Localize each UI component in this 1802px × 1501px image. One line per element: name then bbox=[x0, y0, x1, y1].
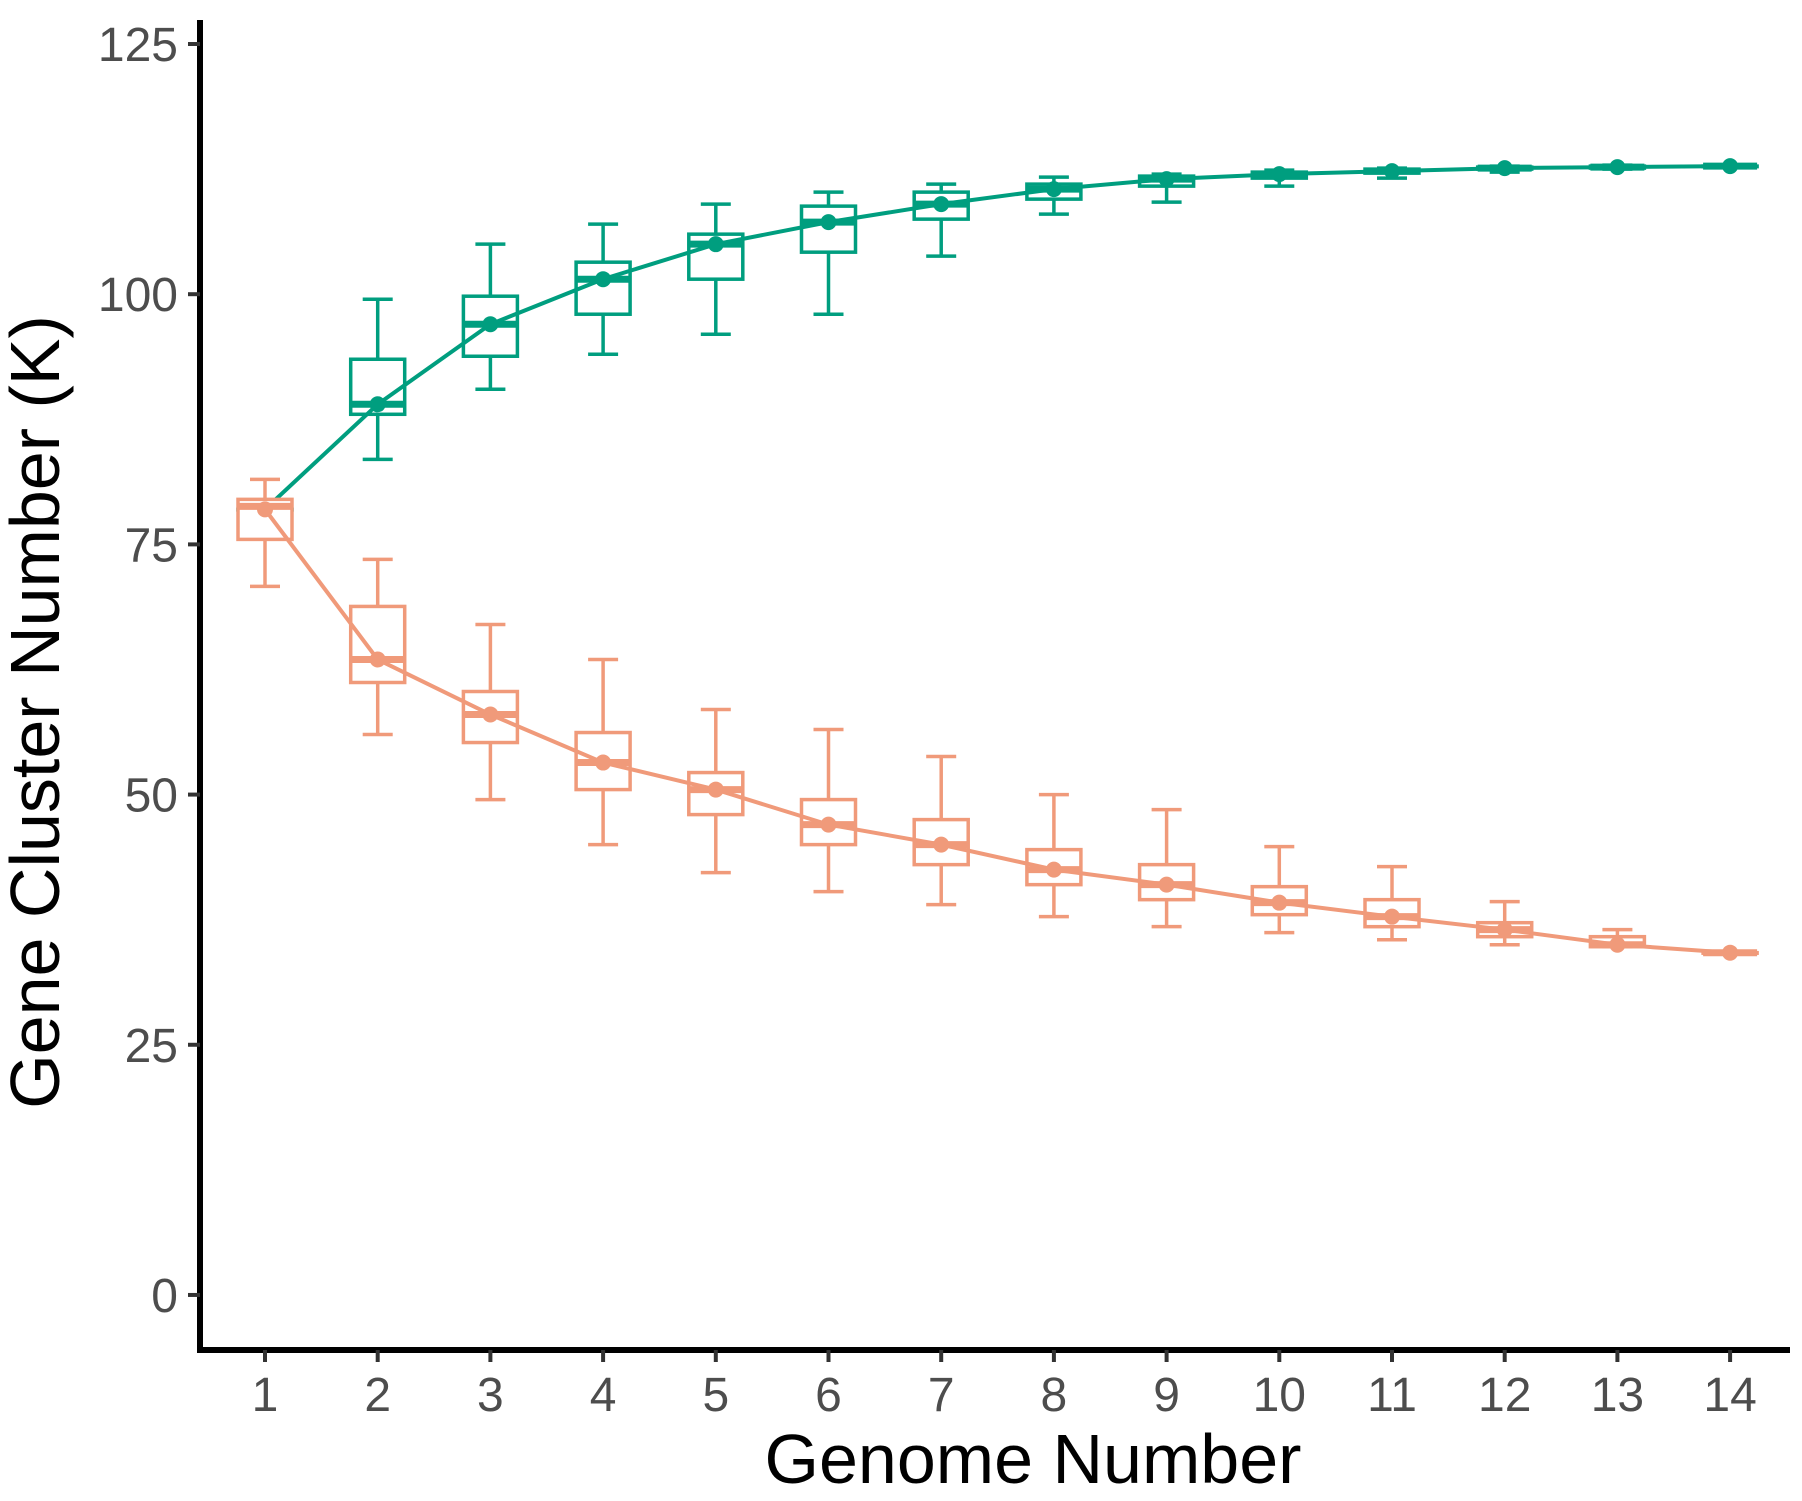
pan-mean-point bbox=[1158, 171, 1175, 188]
y-tick-label: 25 bbox=[125, 1020, 178, 1073]
pan-boxplot bbox=[687, 202, 745, 336]
pan-mean-point bbox=[1045, 181, 1062, 198]
x-tick-label: 10 bbox=[1253, 1369, 1306, 1422]
x-tick-label: 8 bbox=[1041, 1369, 1068, 1422]
y-tick-label: 50 bbox=[125, 770, 178, 823]
series-layer bbox=[236, 158, 1759, 961]
series-core bbox=[236, 477, 1759, 961]
x-tick-label: 2 bbox=[364, 1369, 391, 1422]
pan-mean-point bbox=[707, 236, 724, 253]
pan-mean-line bbox=[263, 164, 1731, 511]
x-axis-title: Genome Number bbox=[765, 1420, 1302, 1498]
core-mean-point bbox=[482, 706, 499, 723]
pan-mean-point bbox=[1271, 166, 1288, 183]
core-boxplot bbox=[574, 657, 632, 847]
core-mean-point bbox=[369, 651, 386, 668]
core-mean-point bbox=[1722, 944, 1739, 961]
pan-mean-point bbox=[1722, 158, 1739, 175]
core-boxplot bbox=[1025, 792, 1083, 919]
x-tick-label: 6 bbox=[815, 1369, 842, 1422]
x-tick-label: 1 bbox=[252, 1369, 279, 1422]
x-tick-label: 4 bbox=[590, 1369, 617, 1422]
pan-mean-point bbox=[820, 214, 837, 231]
core-mean-line bbox=[263, 508, 1731, 955]
core-mean-point bbox=[257, 501, 273, 518]
core-boxplot bbox=[799, 727, 858, 894]
y-tick-label: 100 bbox=[98, 269, 178, 322]
core-mean-point bbox=[1496, 921, 1513, 938]
series-pan bbox=[236, 158, 1759, 518]
core-mean-point bbox=[707, 781, 724, 798]
core-mean-point bbox=[933, 836, 950, 853]
y-tick-label: 125 bbox=[98, 19, 178, 72]
core-boxplot bbox=[912, 754, 970, 907]
x-tick-label: 12 bbox=[1478, 1369, 1531, 1422]
core-mean-point bbox=[820, 816, 837, 833]
pan-boxplot bbox=[912, 182, 970, 258]
x-tick-label: 3 bbox=[477, 1369, 504, 1422]
pan-mean-point bbox=[482, 316, 499, 333]
core-mean-point bbox=[1384, 908, 1400, 925]
pan-mean-point bbox=[1496, 160, 1513, 177]
pan-boxplot bbox=[574, 222, 632, 356]
x-tick-label: 13 bbox=[1591, 1369, 1644, 1422]
y-axis-title: Gene Cluster Number (K) bbox=[0, 315, 74, 1109]
core-boxplot bbox=[1137, 807, 1196, 929]
pan-mean-point bbox=[595, 271, 612, 288]
core-mean-point bbox=[595, 754, 612, 771]
core-mean-point bbox=[1271, 894, 1288, 911]
x-tick-label: 7 bbox=[928, 1369, 955, 1422]
x-tick-label: 9 bbox=[1153, 1369, 1180, 1422]
pan-mean-point bbox=[933, 196, 950, 213]
pan-mean-point bbox=[1384, 163, 1400, 180]
pan-boxplot bbox=[799, 190, 858, 316]
core-boxplot bbox=[1363, 864, 1421, 942]
core-boxplot bbox=[1250, 844, 1309, 935]
x-tick-label: 11 bbox=[1367, 1369, 1417, 1422]
pan-mean-point bbox=[1609, 159, 1626, 176]
pan-mean-point bbox=[369, 396, 386, 413]
y-tick-label: 75 bbox=[125, 519, 178, 572]
core-box bbox=[348, 604, 407, 685]
core-mean-point bbox=[1158, 876, 1175, 893]
x-tick-label: 14 bbox=[1703, 1369, 1756, 1422]
core-boxplot bbox=[348, 557, 407, 737]
core-mean-point bbox=[1609, 936, 1626, 953]
core-mean-point bbox=[1045, 861, 1062, 878]
pan-boxplot bbox=[348, 297, 407, 462]
x-tick-label: 5 bbox=[702, 1369, 729, 1422]
y-tick-label: 0 bbox=[151, 1270, 178, 1323]
